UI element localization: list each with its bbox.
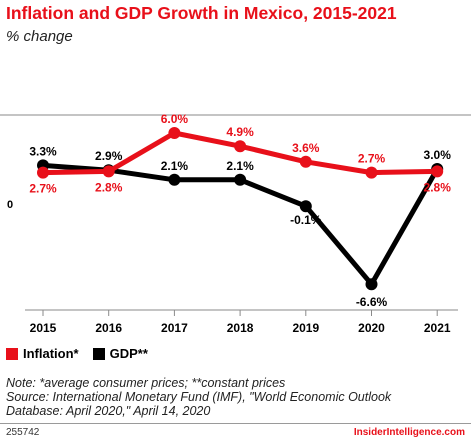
inflation-point: [299, 155, 312, 168]
footer-divider: [0, 423, 471, 424]
inflation-data-label: 6.0%: [161, 112, 189, 126]
x-tick-label: 2016: [95, 321, 122, 335]
gdp-point: [299, 200, 312, 213]
chart-title: Inflation and GDP Growth in Mexico, 2015…: [6, 3, 397, 23]
gdp-data-labels: 3.3% 2.9% 2.1% 2.1% -0.1% -6.6% 3.0%: [29, 144, 451, 309]
note-line: Note: *average consumer prices; **consta…: [6, 376, 286, 390]
chart-id: 255742: [6, 427, 40, 438]
inflation-data-label: 2.8%: [95, 180, 123, 194]
legend-item-gdp: GDP**: [92, 346, 148, 361]
gdp-data-label: 3.0%: [424, 148, 452, 162]
x-tick-label: 2018: [227, 321, 254, 335]
x-tick-labels: 2015 2016 2017 2018 2019 2020 2021: [30, 321, 451, 335]
inflation-point: [37, 166, 49, 179]
brand-link[interactable]: InsiderIntelligence.com: [353, 427, 465, 438]
chart-legend: Inflation* GDP**: [6, 346, 162, 361]
inflation-data-label: 2.8%: [424, 180, 452, 194]
gdp-data-label: -6.6%: [356, 295, 388, 309]
inflation-data-labels: 2.7% 2.8% 6.0% 4.9% 3.6% 2.7% 2.8%: [29, 112, 451, 196]
legend-item-inflation: Inflation*: [6, 346, 79, 361]
inflation-series: [37, 127, 444, 179]
gdp-series: [37, 159, 444, 291]
gdp-point: [365, 278, 378, 291]
gdp-data-label: -0.1%: [290, 213, 322, 227]
zero-axis-label: 0: [7, 199, 13, 211]
x-tick-label: 2017: [161, 321, 188, 335]
x-tick-label: 2019: [292, 321, 319, 335]
x-tick-label: 2020: [358, 321, 385, 335]
inflation-data-label: 4.9%: [226, 125, 254, 139]
legend-label-inflation: Inflation*: [23, 346, 79, 361]
chart-subtitle: % change: [6, 28, 73, 45]
gdp-data-label: 2.9%: [95, 149, 123, 163]
x-tick-label: 2015: [30, 321, 57, 335]
gdp-point: [234, 173, 247, 186]
gdp-point: [168, 173, 181, 186]
inflation-point: [102, 165, 115, 178]
gdp-data-label: 2.1%: [226, 159, 254, 173]
gdp-data-label: 3.3%: [29, 144, 57, 158]
source-line-continued: Database: April 2020," April 14, 2020: [6, 404, 211, 418]
inflation-data-label: 2.7%: [358, 152, 386, 166]
x-tick-label: 2021: [424, 321, 451, 335]
legend-swatch-gdp: [92, 347, 105, 360]
chart-notes: Note: *average consumer prices; **consta…: [6, 376, 391, 418]
source-line: Source: International Monetary Fund (IMF…: [6, 390, 392, 404]
inflation-data-label: 2.7%: [29, 182, 57, 196]
legend-label-gdp: GDP**: [109, 346, 148, 361]
inflation-point: [234, 140, 247, 153]
inflation-point: [431, 165, 444, 178]
inflation-data-label: 3.6%: [292, 141, 320, 155]
legend-swatch-inflation: [6, 347, 18, 360]
inflation-point: [168, 127, 181, 139]
inflation-point: [365, 166, 378, 179]
x-tick-marks: [42, 310, 438, 316]
gdp-data-label: 2.1%: [161, 159, 189, 173]
